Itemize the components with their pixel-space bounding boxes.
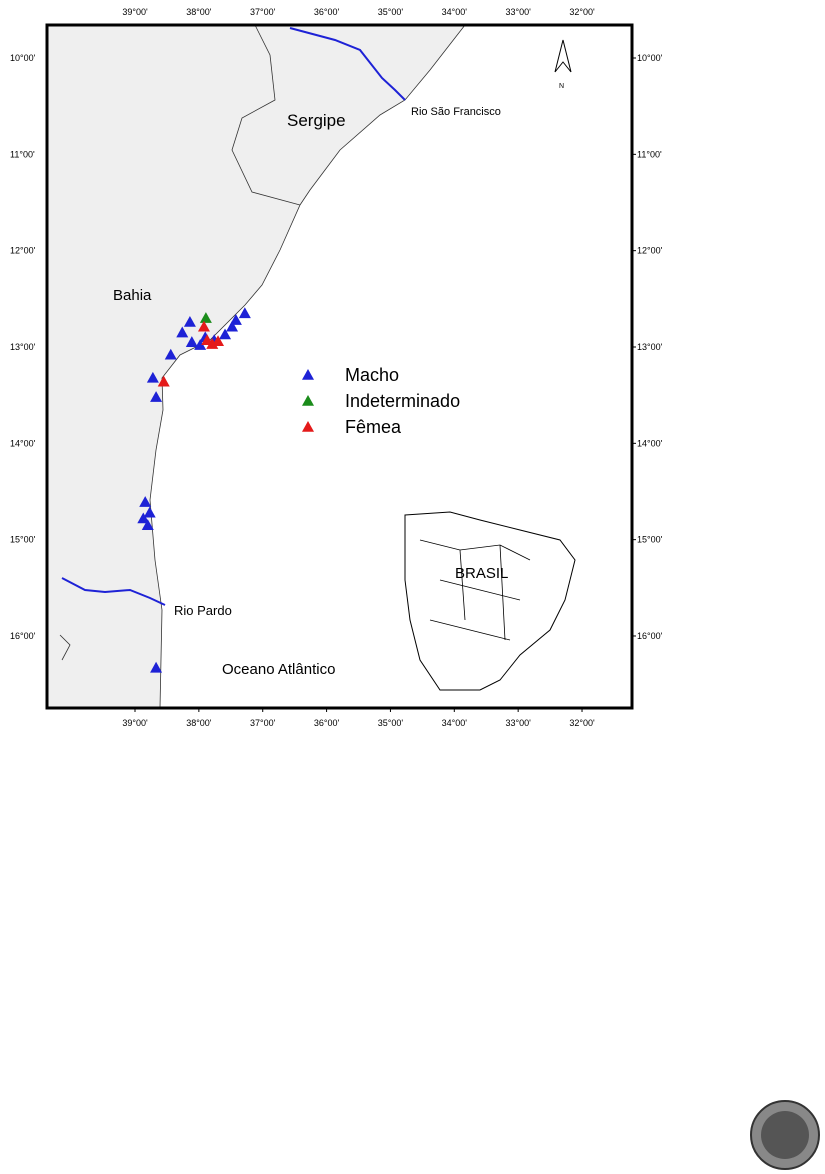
place-label: Sergipe (287, 111, 346, 130)
legend-label: Indeterminado (345, 391, 460, 411)
river (61, 577, 166, 606)
river (289, 27, 406, 101)
occurrence-marker (150, 661, 163, 673)
lon-tick-label: 35°00' (378, 718, 404, 728)
lon-tick-label: 32°00' (569, 718, 595, 728)
inset-map (404, 511, 576, 691)
lat-tick-label: 14°00' (10, 438, 36, 448)
occurrence-marker (238, 307, 251, 319)
occurrence-marker (212, 335, 225, 347)
inset-borders (419, 539, 531, 641)
lat-tick-label: 13°00' (637, 342, 663, 352)
occurrence-marker (226, 320, 239, 332)
lon-tick-label: 39°00' (122, 7, 148, 17)
occurrence-marker (137, 512, 150, 524)
lon-tick-label: 33°00' (505, 718, 531, 728)
occurrence-marker (150, 391, 163, 402)
lat-tick-label: 14°00' (637, 438, 663, 448)
place-label: Oceano Atlântico (222, 661, 335, 678)
lon-tick-label: 37°00' (250, 7, 276, 17)
map-frame (45, 23, 634, 710)
place-label: BRASIL (455, 565, 508, 582)
occurrence-marker (185, 336, 198, 347)
lat-tick-label: 15°00' (637, 535, 663, 545)
lon-tick-label: 34°00' (442, 718, 468, 728)
occurrence-marker (229, 314, 242, 325)
place-label: Bahia (113, 287, 152, 304)
lon-tick-label: 36°00' (314, 7, 340, 17)
state-border (231, 24, 301, 206)
legend-marker (302, 395, 314, 406)
lat-tick-label: 10°00' (637, 53, 663, 63)
lat-tick-label: 16°00' (637, 631, 663, 641)
lon-tick-label: 34°00' (442, 7, 468, 17)
occurrence-marker (219, 328, 232, 340)
occurrence-marker (164, 348, 177, 360)
legend-label: Fêmea (345, 417, 402, 437)
occurrence-marker (194, 339, 207, 350)
lon-tick-label: 38°00' (186, 718, 212, 728)
occurrence-marker (143, 506, 156, 518)
lon-tick-label: 36°00' (314, 718, 340, 728)
lon-tick-label: 33°00' (505, 7, 531, 17)
lon-tick-label: 38°00' (186, 7, 212, 17)
occurrence-marker (199, 312, 212, 323)
legend-marker (302, 369, 314, 380)
occurrence-marker (206, 338, 219, 349)
occurrence-marker (139, 496, 152, 507)
lon-tick-label: 35°00' (378, 7, 404, 17)
lon-tick-label: 37°00' (250, 718, 276, 728)
occurrence-marker (183, 315, 196, 327)
occurrence-marker (157, 375, 170, 387)
lat-tick-label: 15°00' (10, 535, 36, 545)
lat-tick-label: 12°00' (10, 246, 36, 256)
lat-tick-label: 12°00' (637, 246, 663, 256)
lon-tick-label: 32°00' (569, 7, 595, 17)
place-label: N (559, 83, 564, 90)
lat-tick-label: 10°00' (10, 53, 36, 63)
legend-label: Macho (345, 365, 399, 385)
lat-tick-label: 11°00' (637, 149, 662, 159)
occurrence-marker (197, 320, 210, 332)
lat-tick-label: 13°00' (10, 342, 36, 352)
place-label: Rio Pardo (174, 603, 232, 618)
north-arrow (554, 39, 572, 73)
land (46, 24, 466, 709)
logo (750, 1100, 820, 1170)
lat-tick-label: 16°00' (10, 631, 36, 641)
place-label: Rio São Francisco (411, 106, 501, 118)
lat-tick-label: 11°00' (10, 149, 35, 159)
state-border (59, 634, 71, 661)
legend-marker (302, 421, 314, 432)
lon-tick-label: 39°00' (122, 718, 148, 728)
occurrence-marker (176, 326, 189, 338)
occurrence-marker (141, 519, 154, 531)
occurrence-marker (146, 371, 159, 383)
